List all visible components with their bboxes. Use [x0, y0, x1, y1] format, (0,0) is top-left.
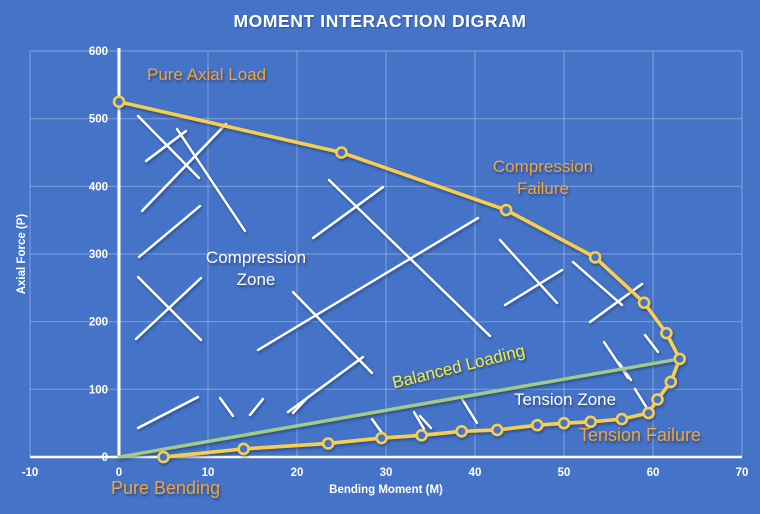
- data-point-marker: [651, 393, 664, 406]
- chart-title: MOMENT INTERACTION DIGRAM: [233, 11, 527, 31]
- hatch-line: [617, 361, 633, 382]
- x-axis-title: Bending Moment (M): [329, 484, 443, 496]
- hatch-group: [134, 114, 660, 435]
- hatch-line: [175, 127, 247, 233]
- data-point-marker: [673, 352, 687, 366]
- y-axis-title: Axial Force (P): [16, 213, 28, 295]
- y-tick-label: 100: [89, 384, 108, 396]
- hatch-line: [140, 122, 228, 213]
- hatch-line: [498, 238, 559, 305]
- x-tick-label: 60: [647, 467, 660, 479]
- x-tick-label: 10: [202, 467, 215, 479]
- hatch-line: [136, 114, 201, 180]
- y-tick-label: 500: [89, 114, 108, 126]
- tension-failure-label: Tension Failure: [579, 425, 702, 445]
- data-point-marker: [415, 429, 428, 442]
- hatch-line: [370, 417, 384, 435]
- y-tick-label: 0: [102, 452, 108, 464]
- data-point-marker: [321, 437, 335, 450]
- data-point-marker: [455, 424, 468, 438]
- y-tick-label: 600: [89, 46, 108, 58]
- hatch-line: [218, 396, 235, 418]
- hatch-line: [291, 396, 309, 415]
- tension-zone-label: Tension Zone: [514, 390, 617, 409]
- hatch-line: [311, 185, 385, 240]
- hatch-line: [286, 355, 365, 414]
- data-point-marker: [112, 95, 126, 109]
- data-point-marker: [490, 423, 504, 437]
- balanced-line-group: [117, 357, 682, 459]
- hatch-line: [460, 397, 479, 425]
- hatch-line: [588, 282, 644, 324]
- data-point-marker: [530, 418, 544, 432]
- x-tick-label: 30: [380, 467, 393, 479]
- pure-bending-label: Pure Bending: [111, 478, 221, 498]
- data-point-marker: [237, 442, 250, 456]
- hatch-line: [134, 276, 203, 341]
- x-tick-label: 0: [116, 467, 122, 479]
- data-point-marker: [335, 146, 348, 159]
- data-point-marker: [375, 431, 388, 445]
- hatch-line: [503, 268, 564, 307]
- data-point-marker: [642, 406, 655, 420]
- x-tick-label: 40: [469, 467, 482, 479]
- y-tick-label: 200: [89, 317, 108, 329]
- hatch-line: [633, 387, 650, 412]
- data-point-marker: [157, 450, 170, 464]
- x-tick-label: 70: [736, 467, 749, 479]
- data-point-marker: [664, 375, 678, 389]
- y-tick-label: 400: [89, 181, 108, 193]
- hatch-line: [412, 410, 426, 431]
- x-tick-label: 50: [558, 467, 571, 479]
- balanced-loading-line: [117, 357, 682, 459]
- compression-failure-label: Compression Failure: [492, 157, 594, 199]
- hatch-line: [144, 129, 188, 163]
- hatch-line: [327, 178, 492, 338]
- hatch-line: [643, 333, 660, 354]
- y-tick-label: 300: [89, 249, 108, 261]
- hatch-line: [571, 260, 624, 307]
- hatch-line: [256, 216, 480, 352]
- hatch-line: [136, 395, 200, 430]
- data-point-marker: [499, 203, 513, 217]
- data-point-marker: [660, 326, 673, 340]
- data-point-marker: [584, 415, 598, 429]
- x-tick-label: -10: [22, 467, 39, 479]
- data-point-marker: [557, 416, 571, 430]
- x-tick-label: 20: [291, 467, 304, 479]
- interaction-curve-group: [112, 95, 687, 464]
- compression-zone-label: Compression Zone: [205, 248, 307, 290]
- pure-axial-load-label: Pure Axial Load: [147, 65, 267, 84]
- data-point-marker: [588, 251, 602, 264]
- hatch-line: [137, 204, 202, 259]
- data-point-marker: [615, 412, 629, 426]
- hatch-line: [248, 397, 265, 417]
- data-point-marker: [637, 296, 651, 310]
- hatch-line: [418, 414, 433, 430]
